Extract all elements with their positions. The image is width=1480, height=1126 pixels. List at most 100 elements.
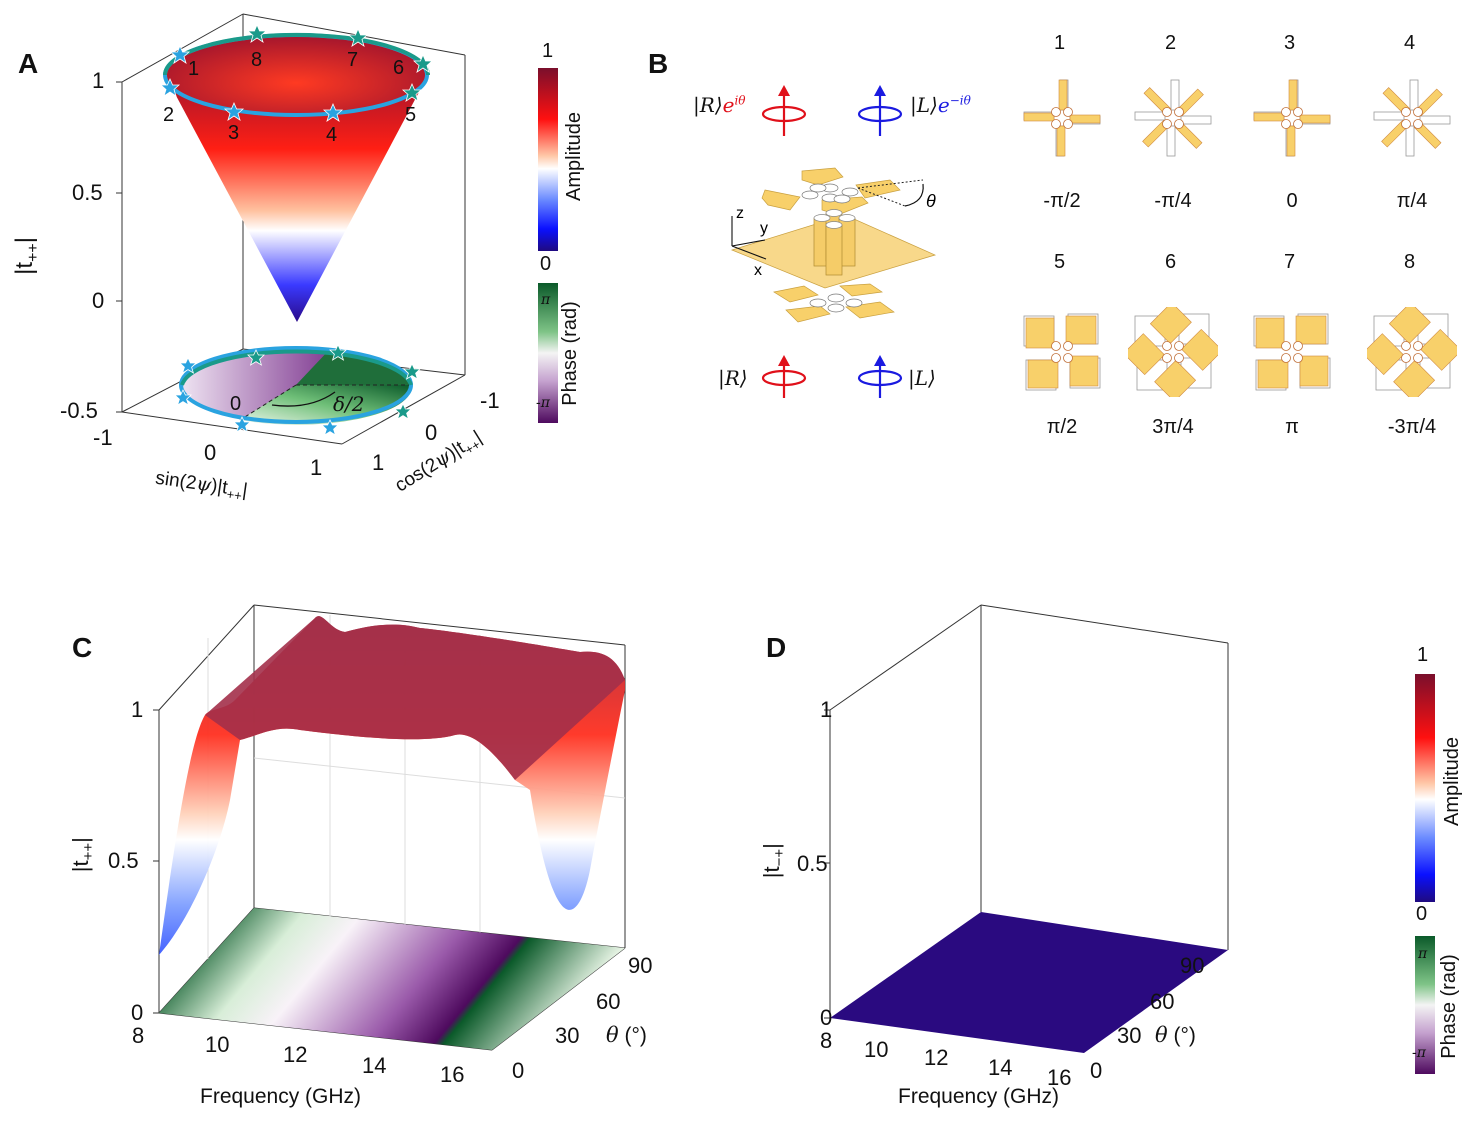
a-state-label-7: 7 xyxy=(347,49,359,71)
d-zlabel: |t−+| xyxy=(758,843,789,879)
a-state-label-1: 1 xyxy=(188,58,200,80)
state-index-label: 5 xyxy=(1054,251,1066,273)
a-amp-max: 1 xyxy=(542,40,554,62)
b-axis-y: y xyxy=(760,220,768,237)
unit-cell-icon xyxy=(1023,79,1101,157)
state-markers-top xyxy=(159,23,434,122)
a-floor-angle: δ/2 xyxy=(333,392,365,416)
b-in-L-label: |L⟩ xyxy=(908,366,936,390)
a-zlabel: |t++| xyxy=(11,236,42,275)
phase-colorbar xyxy=(538,283,558,423)
panel-b-structure: θ z y x xyxy=(730,85,937,398)
b-axis-z: z xyxy=(736,205,744,222)
c-zlabel: |t++| xyxy=(67,837,98,873)
a-xtick-1: 1 xyxy=(310,455,323,480)
state-index-label: 2 xyxy=(1165,32,1177,54)
d-amplitude-surface xyxy=(830,912,1228,1053)
a-xtick-neg1: -1 xyxy=(93,425,113,450)
a-floor-zero: 0 xyxy=(230,393,242,415)
b-axis-x: x xyxy=(754,262,762,279)
r-polarization-icon-top xyxy=(761,105,807,136)
unit-cell-icon xyxy=(1253,79,1331,157)
d-ylabel: θ (°) xyxy=(1155,1023,1196,1047)
d-theta-tick-30: 30 xyxy=(1117,1023,1142,1048)
a-state-label-5: 5 xyxy=(405,104,417,126)
state-index-label: 1 xyxy=(1054,32,1066,54)
a-ztick-0: 0 xyxy=(92,288,105,313)
d-theta-tick-90: 90 xyxy=(1180,953,1205,978)
d-amplitude-colorbar xyxy=(1415,674,1435,902)
unit-cell-icon xyxy=(1253,313,1331,391)
d-freq-tick-8: 8 xyxy=(820,1028,833,1053)
a-ztick-1: 1 xyxy=(92,68,105,93)
state-phase-label: -3π/4 xyxy=(1387,416,1437,438)
a-state-label-6: 6 xyxy=(393,57,405,79)
d-theta-tick-60: 60 xyxy=(1150,989,1175,1014)
c-freq-tick-10: 10 xyxy=(205,1032,230,1057)
l-polarization-icon-bottom xyxy=(857,366,903,398)
panel-a-letter: A xyxy=(18,48,39,79)
star-marker-3 xyxy=(223,101,245,121)
star-marker-8 xyxy=(246,23,268,43)
a-state-label-4: 4 xyxy=(326,124,338,146)
c-theta-tick-60: 60 xyxy=(596,989,621,1014)
r-polarization-icon-bottom xyxy=(761,366,807,398)
c-ztick-1: 1 xyxy=(131,697,144,722)
a-ztick-neg-0-5: -0.5 xyxy=(60,398,98,423)
d-phase-min: -π xyxy=(1412,1045,1426,1061)
panel-c-letter: C xyxy=(72,632,93,663)
state-phase-label: -π/2 xyxy=(1043,190,1081,212)
l-polarization-icon-top xyxy=(857,105,903,136)
star-marker-5 xyxy=(401,82,423,102)
amplitude-colorbar xyxy=(538,68,558,251)
state-markers-floor xyxy=(174,344,421,436)
b-in-R-label: |R⟩ xyxy=(718,366,748,390)
unit-cell-icon xyxy=(1373,79,1451,157)
d-freq-tick-12: 12 xyxy=(924,1045,949,1070)
state-index-label: 7 xyxy=(1284,251,1296,273)
d-freq-tick-16: 16 xyxy=(1047,1065,1072,1090)
c-theta-tick-0: 0 xyxy=(512,1058,525,1083)
panel-d-plot xyxy=(824,604,1435,1074)
state-index-label: 4 xyxy=(1404,32,1416,54)
a-phase-max: π xyxy=(541,292,551,308)
d-ztick-1: 1 xyxy=(820,697,833,722)
a-xtick-0: 0 xyxy=(204,440,217,465)
state-phase-label: 3π/4 xyxy=(1152,416,1194,438)
state-phase-label: π/4 xyxy=(1396,190,1428,212)
state-index-label: 3 xyxy=(1284,32,1296,54)
b-out-L-label: |L⟩e−iθ xyxy=(910,93,971,117)
unit-cell-icon xyxy=(1367,307,1457,397)
c-freq-tick-8: 8 xyxy=(132,1023,145,1048)
state-phase-label: 0 xyxy=(1286,190,1298,212)
state-index-label: 6 xyxy=(1165,251,1177,273)
d-amp-min: 0 xyxy=(1416,903,1428,925)
star-marker-6 xyxy=(412,53,434,73)
unit-cell-icon xyxy=(1023,313,1101,391)
panel-d-letter: D xyxy=(766,632,787,663)
d-phase-colorbar xyxy=(1415,936,1435,1074)
bottom-metal-layer xyxy=(773,283,895,323)
a-amp-min: 0 xyxy=(540,253,552,275)
a-phase-title: Phase (rad) xyxy=(558,301,581,406)
unit-cell-icon xyxy=(1134,79,1212,157)
state-phase-label: π xyxy=(1285,416,1299,438)
a-ytick-1: 1 xyxy=(372,450,385,475)
state-phase-label: -π/4 xyxy=(1154,190,1192,212)
b-theta-label: θ xyxy=(926,191,936,211)
d-freq-tick-10: 10 xyxy=(864,1037,889,1062)
phase-disk xyxy=(179,346,413,425)
a-ytick-neg1: -1 xyxy=(480,388,500,413)
a-amp-title: Amplitude xyxy=(562,112,585,201)
c-ztick-0-5: 0.5 xyxy=(108,848,139,873)
c-ztick-0: 0 xyxy=(131,1000,144,1025)
star-marker-1 xyxy=(169,44,191,64)
c-freq-tick-16: 16 xyxy=(440,1062,465,1087)
d-ztick-0-5: 0.5 xyxy=(797,851,828,876)
a-ytick-0: 0 xyxy=(425,420,438,445)
panel-c-plot xyxy=(153,604,626,1051)
c-xlabel: Frequency (GHz) xyxy=(200,1085,362,1108)
b-out-R-label: |R⟩eiθ xyxy=(693,93,746,117)
panel-a-plot xyxy=(116,13,558,445)
a-state-label-3: 3 xyxy=(228,122,240,144)
